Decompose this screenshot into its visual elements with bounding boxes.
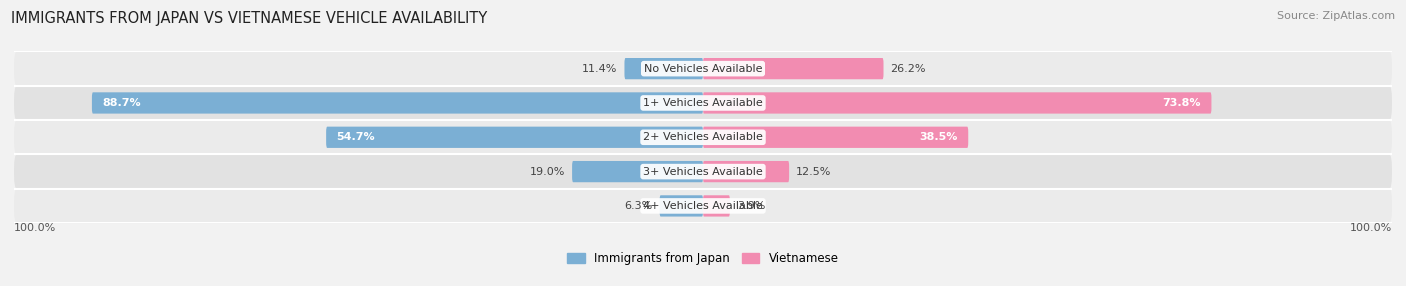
Text: 54.7%: 54.7% xyxy=(336,132,375,142)
FancyBboxPatch shape xyxy=(659,195,703,217)
FancyBboxPatch shape xyxy=(703,161,789,182)
Text: No Vehicles Available: No Vehicles Available xyxy=(644,64,762,74)
Text: 4+ Vehicles Available: 4+ Vehicles Available xyxy=(643,201,763,211)
FancyBboxPatch shape xyxy=(624,58,703,79)
Text: 73.8%: 73.8% xyxy=(1163,98,1201,108)
FancyBboxPatch shape xyxy=(703,58,883,79)
FancyBboxPatch shape xyxy=(703,195,730,217)
Text: 11.4%: 11.4% xyxy=(582,64,617,74)
Text: 38.5%: 38.5% xyxy=(920,132,957,142)
FancyBboxPatch shape xyxy=(14,51,1392,86)
Text: 1+ Vehicles Available: 1+ Vehicles Available xyxy=(643,98,763,108)
Text: 100.0%: 100.0% xyxy=(1350,223,1392,233)
FancyBboxPatch shape xyxy=(14,120,1392,154)
Text: 88.7%: 88.7% xyxy=(103,98,141,108)
Text: 2+ Vehicles Available: 2+ Vehicles Available xyxy=(643,132,763,142)
Text: 19.0%: 19.0% xyxy=(530,167,565,176)
FancyBboxPatch shape xyxy=(326,127,703,148)
Text: 3.9%: 3.9% xyxy=(737,201,765,211)
FancyBboxPatch shape xyxy=(14,154,1392,189)
Text: 12.5%: 12.5% xyxy=(796,167,831,176)
Text: 3+ Vehicles Available: 3+ Vehicles Available xyxy=(643,167,763,176)
FancyBboxPatch shape xyxy=(14,86,1392,120)
Text: Source: ZipAtlas.com: Source: ZipAtlas.com xyxy=(1277,11,1395,21)
Legend: Immigrants from Japan, Vietnamese: Immigrants from Japan, Vietnamese xyxy=(567,252,839,265)
Text: IMMIGRANTS FROM JAPAN VS VIETNAMESE VEHICLE AVAILABILITY: IMMIGRANTS FROM JAPAN VS VIETNAMESE VEHI… xyxy=(11,11,488,26)
Text: 100.0%: 100.0% xyxy=(14,223,56,233)
FancyBboxPatch shape xyxy=(703,127,969,148)
Text: 26.2%: 26.2% xyxy=(890,64,927,74)
Text: 6.3%: 6.3% xyxy=(624,201,652,211)
FancyBboxPatch shape xyxy=(703,92,1212,114)
FancyBboxPatch shape xyxy=(572,161,703,182)
FancyBboxPatch shape xyxy=(91,92,703,114)
FancyBboxPatch shape xyxy=(14,189,1392,223)
